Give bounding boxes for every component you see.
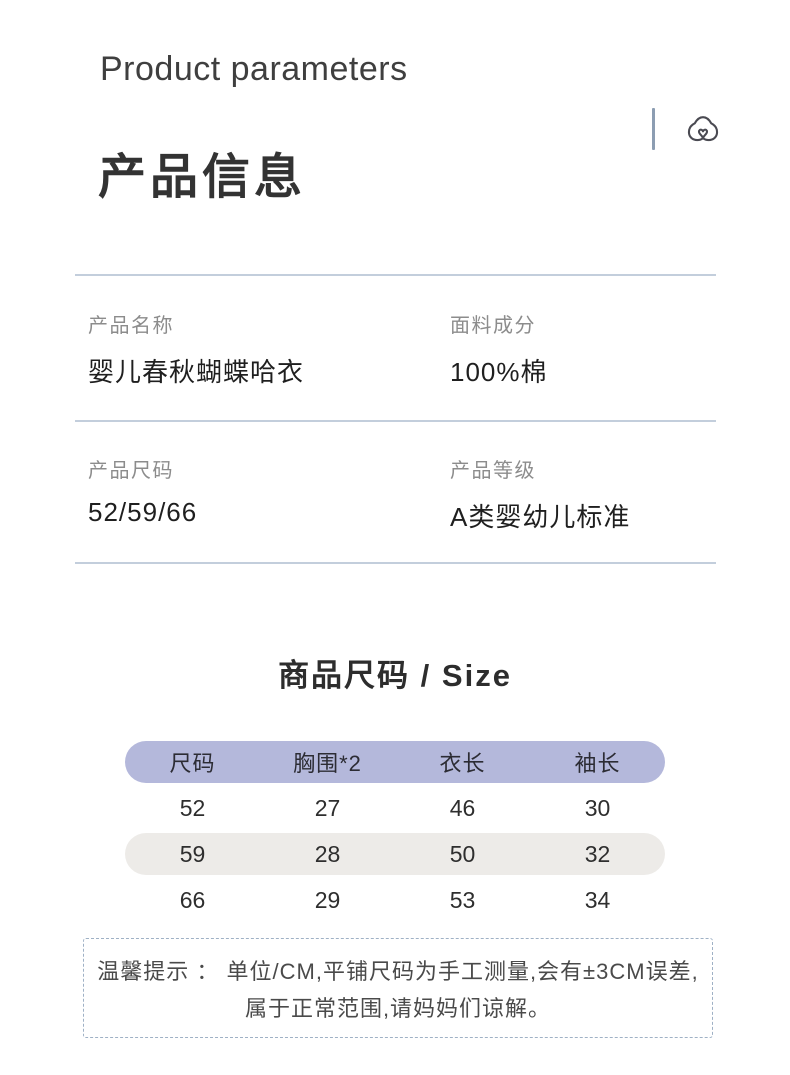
size-table: 尺码 胸围*2 衣长 袖长 52 27 46 30 59 28 50 32 66 29 53 34	[125, 741, 665, 921]
column-header: 胸围*2	[293, 751, 362, 776]
field-label: 产品尺码	[88, 460, 174, 482]
field-value: 婴儿春秋蝴蝶哈衣	[88, 357, 305, 387]
divider-top	[75, 274, 716, 276]
table-cell: 66	[179, 886, 206, 913]
field-fabric: 面料成分 100%棉	[450, 309, 548, 389]
field-label: 产品等级	[450, 460, 536, 482]
field-product-name: 产品名称 婴儿春秋蝴蝶哈衣	[88, 309, 304, 389]
tips-line-1: 温馨提示 ： 单位/CM,平铺尺码为手工测量,会有±3CM误差,	[97, 958, 699, 984]
table-cell: 52	[179, 794, 206, 821]
field-label: 产品名称	[88, 315, 174, 337]
page-title-zh: 产品信息	[98, 151, 307, 204]
table-cell: 27	[314, 794, 341, 821]
table-row: 59 28 50 32	[125, 833, 665, 875]
page-title-en: Product parameters	[100, 50, 408, 88]
table-cell: 59	[179, 840, 206, 867]
divider-middle	[75, 420, 716, 422]
size-table-header: 尺码 胸围*2 衣长 袖长	[125, 741, 665, 783]
tips-box: 温馨提示 ： 单位/CM,平铺尺码为手工测量,会有±3CM误差, 属于正常范围,…	[83, 938, 713, 1038]
size-section-title: 商品尺码 / Size	[278, 658, 512, 693]
column-header: 袖长	[574, 751, 621, 776]
table-cell: 34	[584, 886, 611, 913]
table-row: 66 29 53 34	[125, 879, 665, 921]
divider-bottom	[75, 562, 716, 564]
table-cell: 28	[314, 840, 341, 867]
table-row: 52 27 46 30	[125, 787, 665, 829]
column-header: 衣长	[439, 751, 486, 776]
field-product-size: 产品尺码 52/59/66	[88, 454, 197, 528]
field-value: A类婴幼儿标准	[450, 502, 631, 532]
field-label: 面料成分	[450, 315, 536, 337]
table-cell: 32	[584, 840, 611, 867]
table-cell: 46	[449, 794, 476, 821]
table-cell: 50	[449, 840, 476, 867]
vertical-accent-line	[652, 108, 655, 150]
column-header: 尺码	[169, 751, 216, 776]
table-cell: 30	[584, 794, 611, 821]
table-cell: 29	[314, 886, 341, 913]
size-table-body: 52 27 46 30 59 28 50 32 66 29 53 34	[125, 787, 665, 921]
field-value: 52/59/66	[88, 497, 198, 527]
tips-line-2: 属于正常范围,请妈妈们谅解。	[244, 995, 552, 1021]
field-grade: 产品等级 A类婴幼儿标准	[450, 454, 630, 534]
field-value: 100%棉	[450, 357, 548, 387]
table-cell: 53	[449, 886, 476, 913]
cloud-heart-logo-icon	[684, 111, 722, 149]
